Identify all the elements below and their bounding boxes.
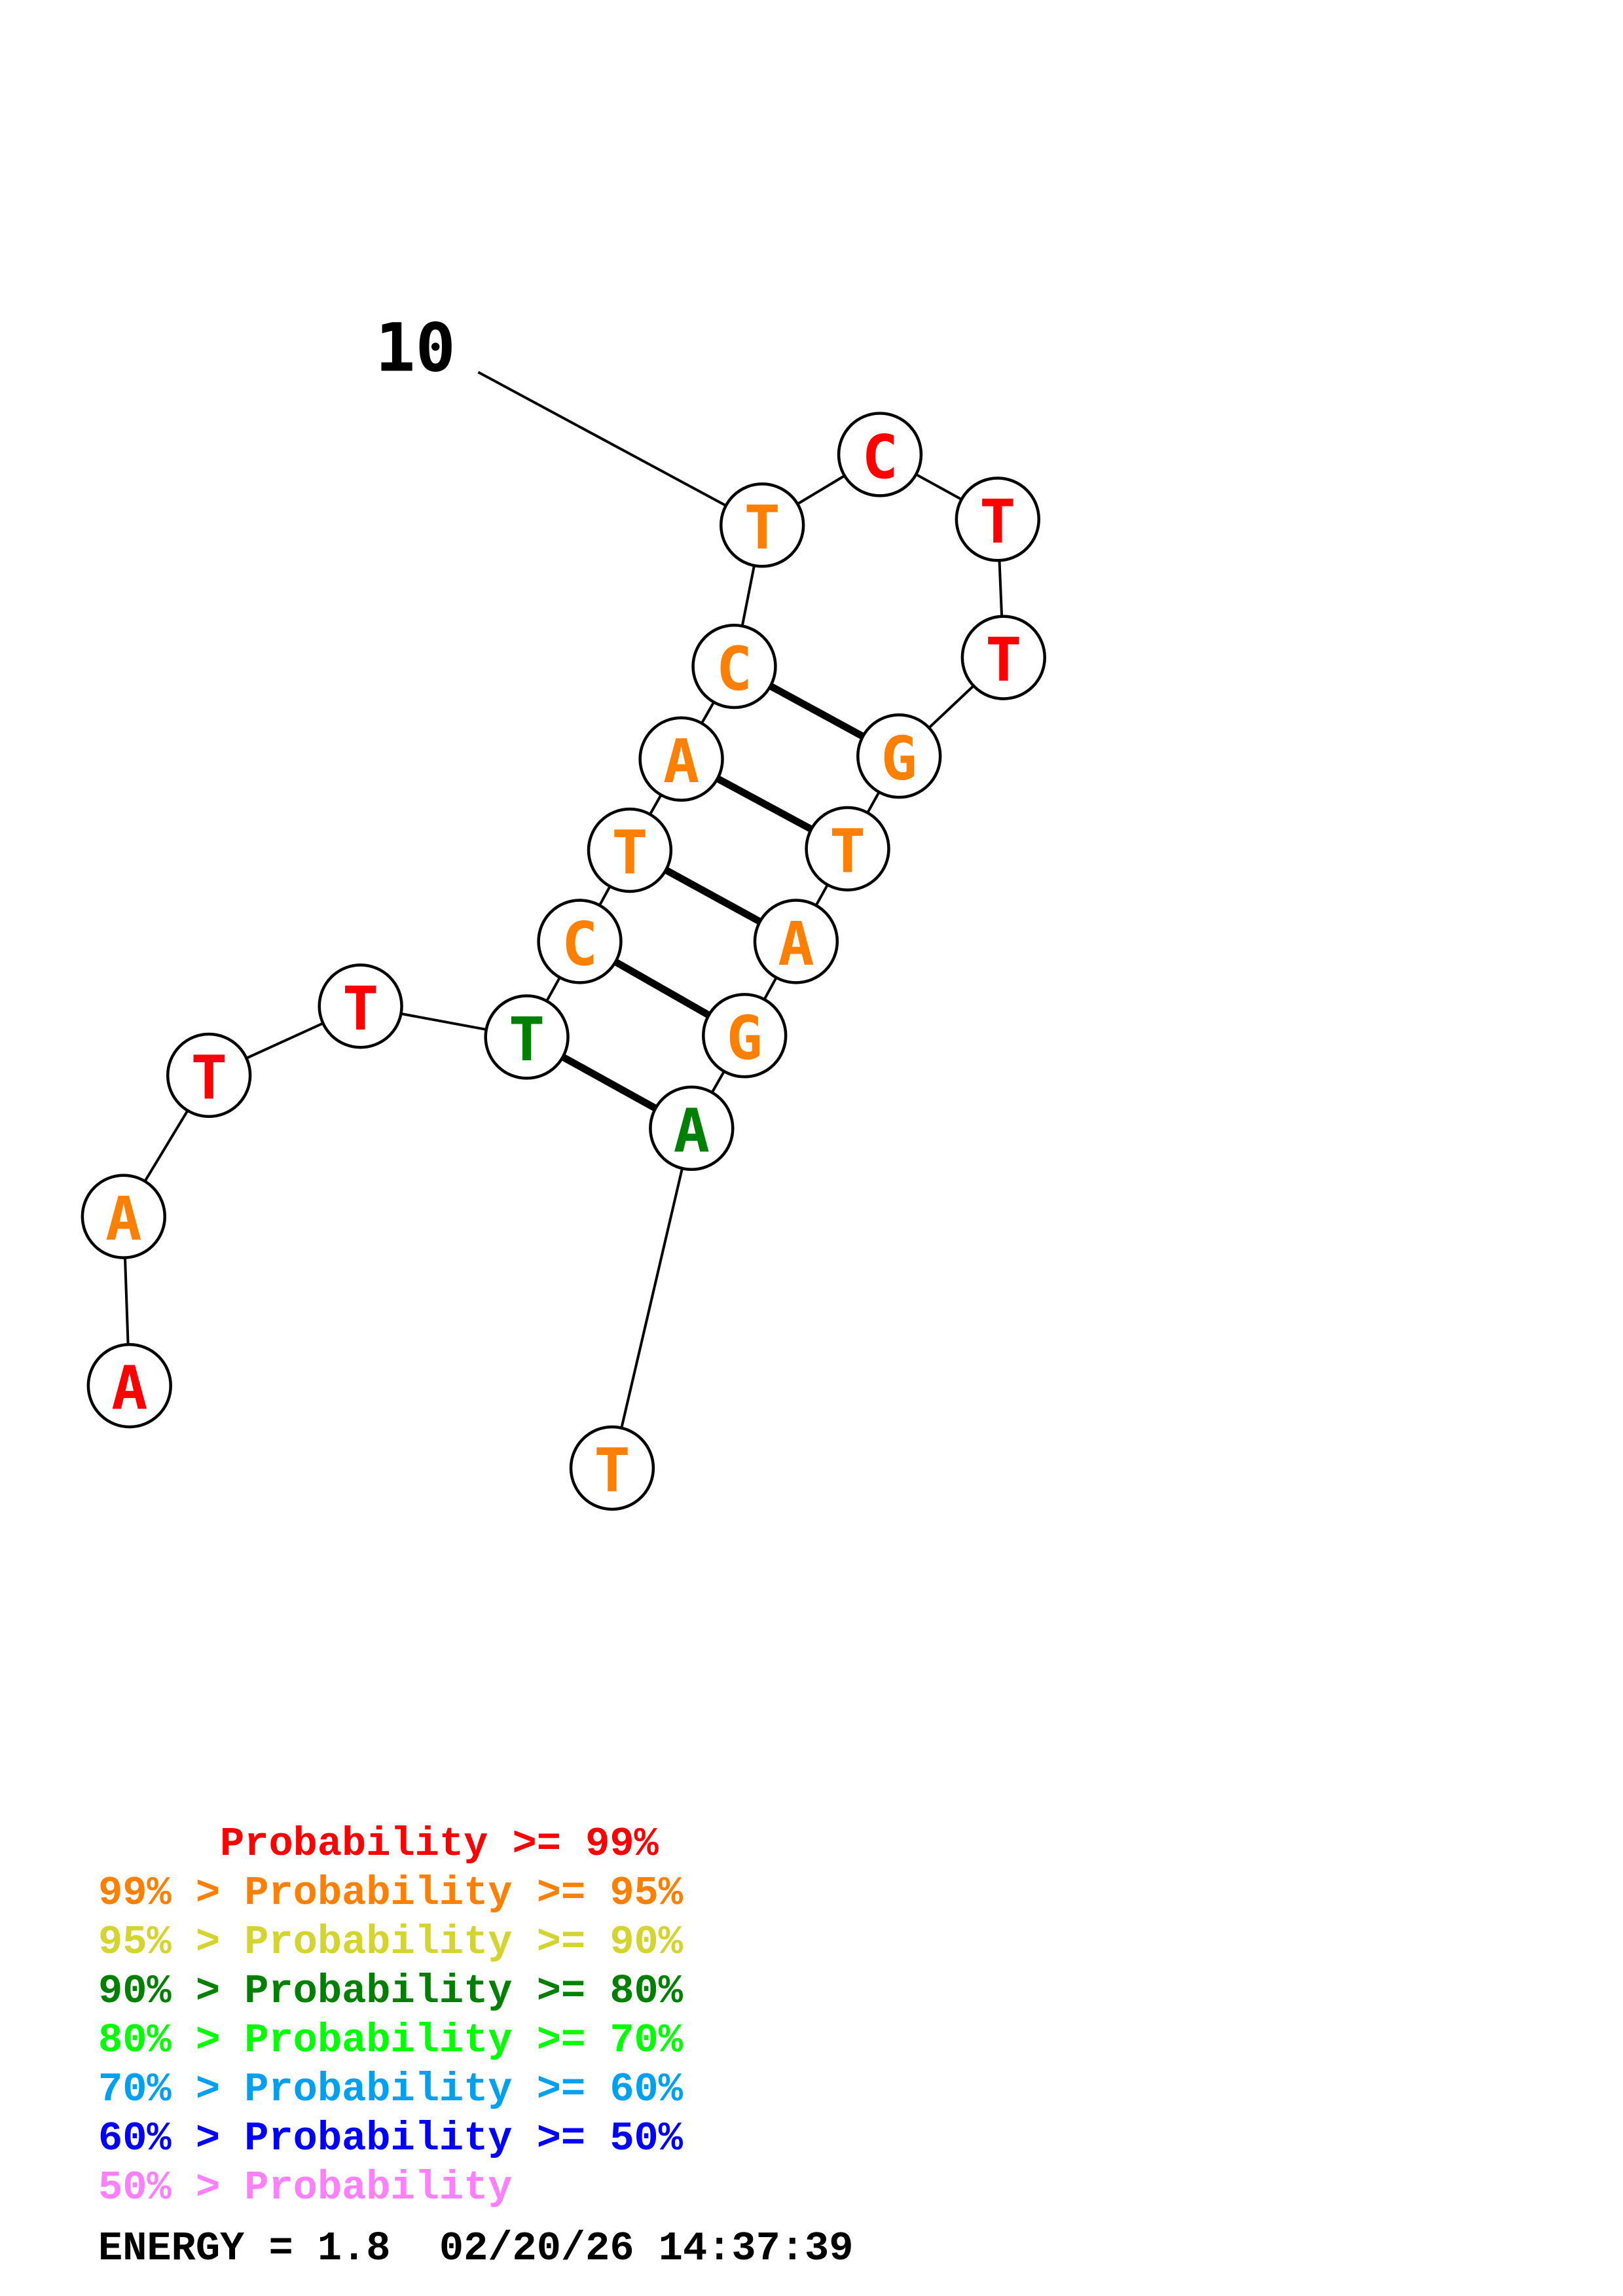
nucleotide-letter: T xyxy=(509,1005,545,1075)
energy-value: ENERGY = 1.8 xyxy=(98,2225,391,2272)
nucleotide-9: C xyxy=(691,623,777,709)
nucleotide-letter: G xyxy=(727,1003,763,1073)
legend-prefix: 99% > xyxy=(98,1870,245,1916)
nucleotide-18: A xyxy=(649,1085,735,1172)
base-pair-bond xyxy=(610,956,714,1020)
nucleotide-circle xyxy=(587,807,673,893)
nucleotide-5: T xyxy=(484,994,570,1080)
nucleotide-1: A xyxy=(86,1342,172,1429)
nucleotide-10: T xyxy=(720,482,805,568)
nucleotide-13: T xyxy=(960,615,1046,700)
nucleotide-letter: C xyxy=(862,422,898,492)
base-pair-bond xyxy=(660,865,765,927)
nucleotide-circle xyxy=(638,716,724,802)
nucleotide-15: T xyxy=(805,806,890,891)
nucleotide-letter: C xyxy=(562,909,598,979)
probability-legend: Probability >= 99% 99% > Probability >= 9… xyxy=(98,1820,683,2212)
nucleotide-8: A xyxy=(638,716,724,802)
nucleotide-circle xyxy=(86,1342,172,1429)
legend-text: Probability >= 90% xyxy=(244,1919,683,1965)
base-pairs xyxy=(557,681,869,1114)
base-pair-bond xyxy=(765,681,869,742)
nucleotide-letter: G xyxy=(881,724,917,794)
nucleotide-letter: T xyxy=(342,974,378,1044)
nucleotide-circle xyxy=(649,1085,735,1172)
nucleotide-letter: T xyxy=(985,625,1021,695)
nucleotide-letter: A xyxy=(105,1184,141,1254)
legend-row-plow: 50% > Probability xyxy=(98,2163,683,2212)
nucleotide-letter: T xyxy=(611,818,647,888)
nucleotide-7: T xyxy=(587,807,673,893)
nucleotide-letter: T xyxy=(830,816,866,886)
legend-text: Probability >= 50% xyxy=(244,2115,683,2162)
legend-text: Probability >= 99% xyxy=(220,1821,659,1867)
legend-prefix xyxy=(98,1821,220,1867)
nucleotide-12: T xyxy=(955,476,1040,562)
legend-text: Probability >= 70% xyxy=(244,2017,683,2064)
legend-prefix: 60% > xyxy=(98,2115,245,2162)
nucleotide-letter: T xyxy=(191,1043,227,1113)
nucleotide-circle xyxy=(753,899,839,984)
legend-prefix: 50% > xyxy=(98,2164,245,2211)
nucleotide-letter: A xyxy=(674,1096,710,1166)
nucleotide-circle xyxy=(960,615,1046,700)
legend-row-p70: 80% > Probability >= 70% xyxy=(98,2016,683,2065)
nucleotide-19: T xyxy=(569,1425,655,1511)
nucleotide-17: G xyxy=(702,993,788,1079)
legend-text: Probability >= 95% xyxy=(244,1870,683,1916)
energy-footer: ENERGY = 1.8 02/20/26 14:37:39 xyxy=(98,2225,853,2272)
backbone-bond xyxy=(611,1128,693,1469)
legend-row-p99: Probability >= 99% xyxy=(98,1820,683,1869)
nucleotide-circle xyxy=(81,1174,166,1259)
base-pair-bond xyxy=(712,773,817,834)
nucleotide-circle xyxy=(837,412,923,497)
nucleotide-14: G xyxy=(856,713,942,799)
legend-prefix: 95% > xyxy=(98,1919,245,1965)
nucleotide-circle xyxy=(691,623,777,709)
nucleotide-circle xyxy=(720,482,805,568)
nucleotide-3: T xyxy=(166,1032,252,1119)
nucleotide-circle xyxy=(955,476,1040,562)
position-labels: 10 xyxy=(375,309,763,527)
legend-row-p60: 70% > Probability >= 60% xyxy=(98,2065,683,2114)
legend-row-p90: 95% > Probability >= 90% xyxy=(98,1918,683,1967)
nucleotide-circle xyxy=(702,993,788,1079)
position-label-leader xyxy=(477,370,763,527)
base-pair-bond xyxy=(557,1052,661,1114)
nucleotide-circle xyxy=(318,963,403,1049)
nucleotide-letter: C xyxy=(716,634,752,704)
nucleotide-circle xyxy=(569,1425,655,1511)
nucleotide-6: C xyxy=(537,899,623,984)
nucleotide-4: T xyxy=(318,963,403,1049)
nucleotide-letter: A xyxy=(111,1354,147,1424)
legend-text: Probability xyxy=(244,2164,513,2211)
nucleotide-circle xyxy=(856,713,942,799)
timestamp: 02/20/26 14:37:39 xyxy=(439,2225,854,2272)
legend-prefix: 90% > xyxy=(98,1968,245,2015)
nucleotide-11: C xyxy=(837,412,923,497)
nucleotide-16: A xyxy=(753,899,839,984)
nucleotide-circle xyxy=(484,994,570,1080)
legend-row-p50: 60% > Probability >= 50% xyxy=(98,2114,683,2163)
nucleotide-circle xyxy=(805,806,890,891)
nucleotide-2: A xyxy=(81,1174,166,1259)
legend-row-p80: 90% > Probability >= 80% xyxy=(98,1967,683,2016)
nucleotide-letter: T xyxy=(594,1436,630,1506)
legend-row-p95: 99% > Probability >= 95% xyxy=(98,1869,683,1918)
nucleotide-circle xyxy=(166,1032,252,1119)
nucleotide-circle xyxy=(537,899,623,984)
legend-text: Probability >= 80% xyxy=(244,1968,683,2015)
nucleotide-letter: A xyxy=(778,909,814,979)
nucleotide-letter: A xyxy=(663,726,699,797)
position-label-10: 10 xyxy=(375,309,456,387)
nucleotide-letter: T xyxy=(744,493,780,563)
legend-prefix: 80% > xyxy=(98,2017,245,2064)
legend-text: Probability >= 60% xyxy=(244,2066,683,2113)
nucleotide-letter: T xyxy=(979,487,1015,557)
legend-prefix: 70% > xyxy=(98,2066,245,2113)
